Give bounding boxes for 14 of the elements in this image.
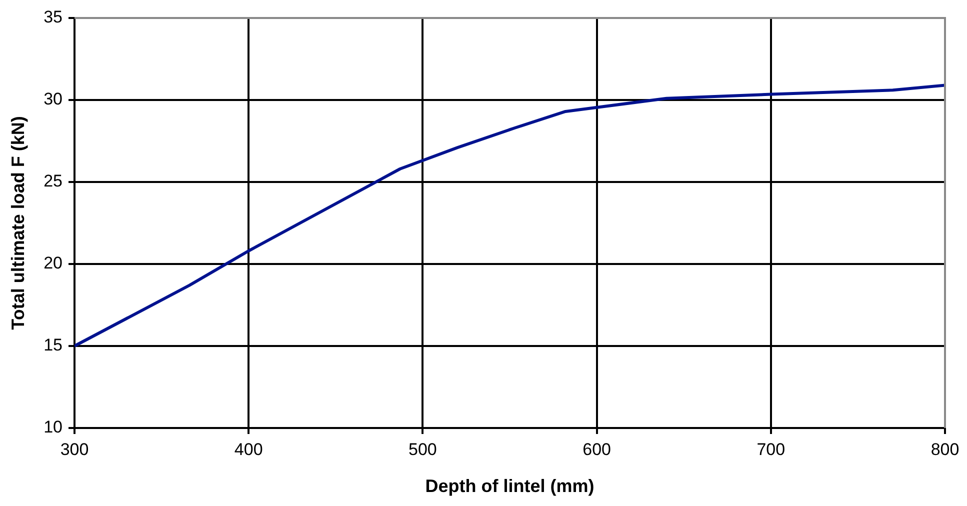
x-tick-label: 700 — [756, 440, 786, 459]
x-tick-label: 300 — [60, 440, 89, 459]
y-tick-label: 10 — [44, 418, 63, 437]
y-tick-label: 30 — [44, 90, 63, 109]
y-tick-label: 15 — [44, 336, 63, 355]
x-axis-title: Depth of lintel (mm) — [425, 476, 594, 496]
x-tick-label: 600 — [582, 440, 611, 459]
x-tick-label: 800 — [930, 440, 960, 459]
x-tick-label: 400 — [234, 440, 263, 459]
y-tick-label: 20 — [44, 254, 63, 273]
y-axis-title: Total ultimate load F (kN) — [8, 116, 28, 330]
y-tick-label: 25 — [44, 172, 63, 191]
y-tick-label: 35 — [44, 8, 63, 27]
x-tick-label: 500 — [408, 440, 437, 459]
